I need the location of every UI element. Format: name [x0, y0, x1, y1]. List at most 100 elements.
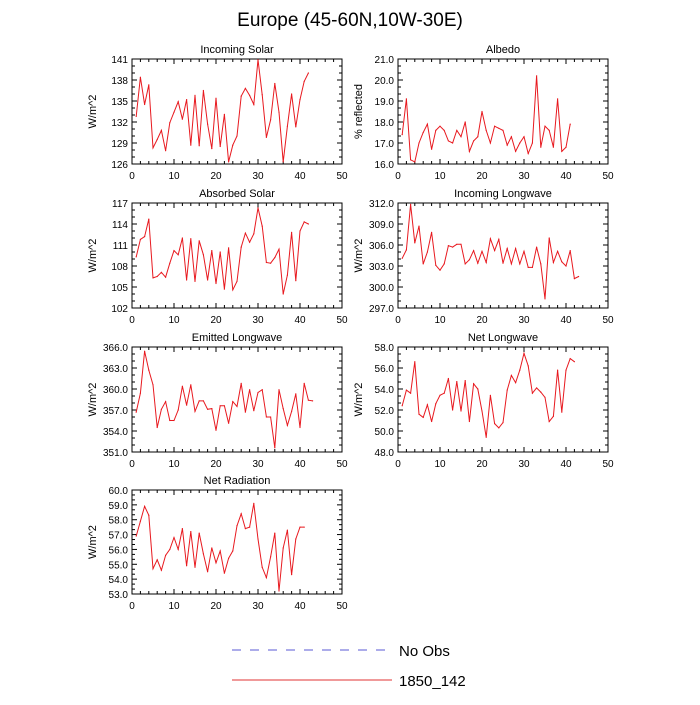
data-point: [291, 93, 293, 95]
data-point: [286, 424, 288, 426]
data-point: [552, 415, 555, 417]
x-tick-label: 20: [210, 601, 222, 612]
data-point: [253, 410, 255, 412]
data-point: [160, 129, 162, 131]
data-point: [422, 263, 424, 265]
panel-title: Emitted Longwave: [192, 332, 283, 344]
y-tick-label: 50.0: [375, 427, 395, 438]
data-point: [186, 565, 188, 567]
data-point: [452, 246, 454, 248]
x-tick-label: 50: [336, 171, 348, 182]
plot-frame: [131, 202, 343, 309]
x-tick-label: 40: [294, 459, 306, 470]
data-point: [460, 243, 462, 245]
y-tick-label: 354.0: [103, 427, 128, 438]
data-point: [418, 142, 420, 144]
data-point: [573, 278, 576, 280]
data-point: [561, 411, 563, 413]
data-point: [270, 119, 272, 121]
plot-frame: [131, 58, 343, 165]
data-point: [536, 246, 538, 248]
data-point: [257, 59, 259, 61]
data-point: [460, 136, 462, 138]
x-tick-label: 20: [476, 459, 488, 470]
data-point: [181, 385, 183, 387]
data-point: [435, 264, 437, 266]
y-tick-label: 117: [112, 199, 128, 210]
data-point: [274, 82, 276, 85]
data-point: [291, 574, 293, 576]
data-point: [265, 261, 267, 264]
data-point: [303, 382, 305, 384]
data-point: [452, 142, 454, 144]
data-point: [186, 404, 188, 406]
data-point: [253, 502, 255, 504]
data-point: [569, 123, 571, 125]
data-point: [414, 242, 416, 244]
data-point: [540, 263, 542, 265]
data-point: [299, 526, 301, 528]
data-point: [211, 547, 213, 549]
x-tick-label: 30: [518, 171, 530, 182]
panel-net-radiation: Net Radiation W/m^2 0 10 20 30 40 50 53.0 54.0 55.…: [87, 475, 348, 612]
x-tick-label: 0: [395, 171, 401, 182]
data-point: [489, 238, 491, 240]
data-point: [249, 241, 251, 243]
data-point: [295, 393, 297, 395]
x-tick-label: 50: [336, 459, 348, 470]
y-tick-label: 55.0: [109, 560, 129, 571]
data-point: [540, 146, 542, 148]
data-point: [299, 230, 301, 232]
data-point: [489, 142, 491, 144]
data-point: [278, 590, 280, 592]
panel-incoming-longwave: Incoming Longwave W/m^2 0 10 20 30 40 50 297.0 30…: [353, 188, 614, 326]
data-point: [270, 262, 272, 264]
data-point: [232, 550, 234, 552]
data-point: [515, 150, 517, 152]
data-point: [249, 389, 251, 391]
plot-frame: [131, 346, 343, 453]
data-point: [236, 525, 238, 527]
data-point: [527, 152, 529, 155]
panel-title: Net Radiation: [204, 475, 271, 487]
data-point: [232, 401, 234, 403]
data-point: [261, 225, 263, 227]
data-point: [160, 569, 162, 571]
x-tick-label: 0: [395, 459, 401, 470]
data-point: [274, 447, 276, 449]
data-point: [261, 94, 263, 96]
data-point: [510, 263, 512, 265]
data-point: [414, 161, 416, 163]
data-point: [177, 254, 179, 256]
data-point: [190, 384, 192, 386]
data-point: [531, 142, 534, 144]
data-point: [506, 389, 508, 391]
data-point: [527, 266, 529, 268]
data-point: [481, 110, 483, 113]
data-point: [565, 265, 567, 267]
data-point: [148, 84, 150, 86]
x-tick-label: 10: [434, 459, 446, 470]
data-point: [548, 237, 550, 239]
data-point: [510, 136, 512, 138]
data-point: [198, 145, 200, 147]
data-point: [165, 554, 167, 556]
data-point: [219, 251, 221, 253]
data-point: [569, 250, 571, 252]
x-tick-label: 10: [168, 315, 180, 326]
data-point: [228, 557, 230, 559]
data-point: [286, 274, 288, 276]
data-point: [223, 572, 225, 574]
data-point: [240, 95, 242, 97]
x-tick-label: 10: [168, 171, 180, 182]
data-point: [215, 97, 217, 99]
data-point: [139, 238, 141, 240]
plot-frame: [131, 489, 343, 595]
data-point: [211, 408, 213, 410]
data-point: [468, 150, 470, 152]
data-point: [148, 369, 150, 371]
data-point: [422, 416, 424, 418]
data-point: [548, 129, 550, 131]
data-point: [447, 377, 449, 380]
data-point: [401, 257, 403, 259]
